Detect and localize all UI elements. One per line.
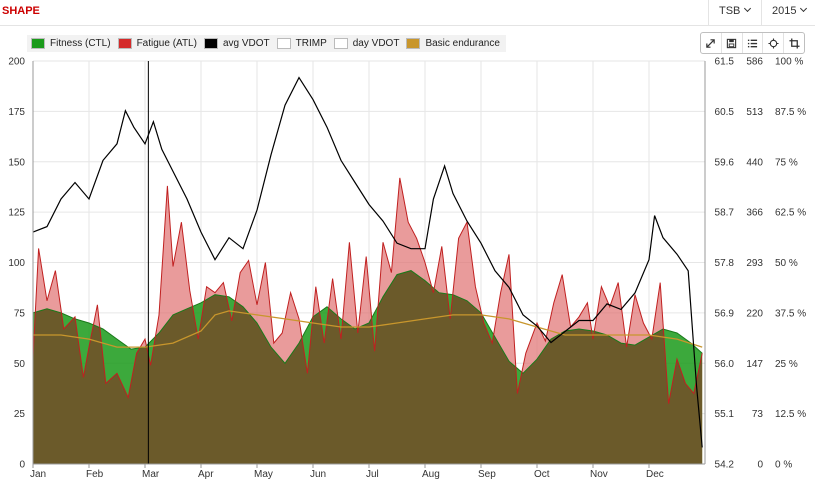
chart-areas	[33, 177, 703, 464]
legend-label-trimp: TRIMP	[295, 38, 327, 49]
percent-axis-tick-label: 75 %	[775, 157, 798, 168]
legend-swatch-basic-endurance	[406, 38, 421, 49]
chart-lines	[32, 61, 703, 464]
vdot-axis-tick-label: 55.1	[715, 409, 735, 420]
panel-title: SHAPE	[2, 5, 40, 17]
metric-select-value: TSB	[719, 5, 741, 17]
month-label: Aug	[422, 469, 440, 480]
legend-item-avg-vdot[interactable]: avg VDOT	[203, 38, 270, 49]
left-axis-tick-label: 175	[8, 107, 25, 118]
vdot-axis-tick-label: 59.6	[715, 157, 735, 168]
legend-label-avg-vdot: avg VDOT	[222, 38, 270, 49]
chart-toolbar	[700, 32, 805, 54]
percent-axis-tick-label: 0 %	[775, 460, 792, 471]
legend-swatch-avg-vdot	[203, 38, 218, 49]
percent-axis-tick-label: 62.5 %	[775, 208, 806, 219]
month-label: Mar	[142, 469, 160, 480]
legend-item-fatigue[interactable]: Fatigue (ATL)	[117, 38, 197, 49]
basic-endurance-line	[33, 310, 703, 348]
month-label: Feb	[86, 469, 104, 480]
trimp-axis-tick-label: 220	[746, 308, 763, 319]
left-axis-tick-label: 125	[8, 208, 25, 219]
list-icon	[747, 39, 758, 47]
trimp-axis-tick-label: 73	[752, 409, 764, 420]
fatigue-line	[32, 177, 703, 404]
crop-button[interactable]	[784, 33, 804, 53]
year-select[interactable]: 2015	[761, 0, 815, 25]
legend-swatch-fitness	[31, 38, 45, 49]
top-bar: SHAPE TSB 2015	[0, 0, 815, 26]
month-label: Oct	[534, 469, 550, 480]
move-button[interactable]	[763, 33, 785, 53]
percent-axis-tick-label: 12.5 %	[775, 409, 806, 420]
fullscreen-button[interactable]	[701, 33, 722, 53]
legend-swatch-day-vdot	[333, 38, 348, 49]
month-label: Apr	[198, 469, 214, 480]
percent-axis-tick-label: 87.5 %	[775, 107, 806, 118]
left-axis-tick-label: 150	[8, 157, 25, 168]
chart-legend: Fitness (CTL) Fatigue (ATL) avg VDOT TRI…	[27, 35, 506, 52]
vdot-axis-tick-label: 56.9	[715, 308, 735, 319]
trimp-axis-tick-label: 147	[746, 359, 763, 370]
percent-axis-tick-label: 50 %	[775, 258, 798, 269]
move-icon	[768, 37, 779, 49]
left-axis-tick-label: 200	[8, 57, 25, 68]
trimp-axis-tick-label: 366	[746, 208, 763, 219]
percent-axis-tick-label: 37.5 %	[775, 308, 806, 319]
vdot-axis-tick-label: 60.5	[715, 107, 735, 118]
vdot-axis-tick-label: 54.2	[715, 460, 735, 471]
month-label: Jun	[310, 469, 326, 480]
month-label: Jan	[30, 469, 46, 480]
save-button[interactable]	[722, 33, 743, 53]
trimp-axis-tick-label: 440	[746, 157, 763, 168]
legend-item-trimp[interactable]: TRIMP	[276, 38, 327, 49]
vdot-axis-tick-label: 61.5	[715, 57, 735, 68]
left-axis-tick-label: 25	[14, 409, 26, 420]
save-icon	[727, 38, 737, 48]
trimp-axis-tick-label: 293	[746, 258, 763, 269]
list-button[interactable]	[743, 33, 764, 53]
month-label: Dec	[646, 469, 664, 480]
legend-swatch-trimp	[276, 38, 291, 49]
legend-label-day-vdot: day VDOT	[352, 38, 400, 49]
left-axis-tick-label: 100	[8, 258, 25, 269]
vdot-axis-tick-label: 57.8	[715, 258, 735, 269]
chart-axes: 0 25 50 75 100 125 150 175 200 54.2 55.1 56.0 56.9 57…	[8, 57, 806, 481]
left-axis-tick-label: 0	[19, 460, 25, 471]
left-axis-tick-label: 50	[14, 359, 26, 370]
vdot-axis-tick-label: 58.7	[715, 208, 735, 219]
month-label: May	[254, 469, 273, 480]
month-label: Nov	[590, 469, 608, 480]
legend-item-fitness[interactable]: Fitness (CTL)	[31, 38, 111, 49]
trimp-axis-tick-label: 513	[746, 107, 763, 118]
percent-axis-tick-label: 100 %	[775, 57, 803, 68]
legend-label-basic-endurance: Basic endurance	[425, 38, 500, 49]
trimp-axis-tick-label: 0	[757, 460, 763, 471]
year-select-value: 2015	[772, 5, 797, 17]
legend-item-day-vdot[interactable]: day VDOT	[333, 38, 400, 49]
percent-axis-tick-label: 25 %	[775, 359, 798, 370]
legend-item-basic-endurance[interactable]: Basic endurance	[406, 38, 500, 49]
fullscreen-icon	[706, 38, 716, 48]
avg-vdot-line	[32, 76, 703, 448]
trimp-axis-tick-label: 586	[746, 57, 763, 68]
legend-label-fatigue: Fatigue (ATL)	[136, 38, 197, 49]
metric-select[interactable]: TSB	[708, 0, 762, 25]
vdot-axis-tick-label: 56.0	[715, 359, 735, 370]
legend-label-fitness: Fitness (CTL)	[50, 38, 111, 49]
left-axis-tick-label: 75	[14, 308, 26, 319]
month-label: Sep	[478, 469, 496, 480]
month-label: Jul	[366, 469, 379, 480]
legend-swatch-fatigue	[117, 38, 132, 49]
crop-icon	[789, 37, 800, 49]
